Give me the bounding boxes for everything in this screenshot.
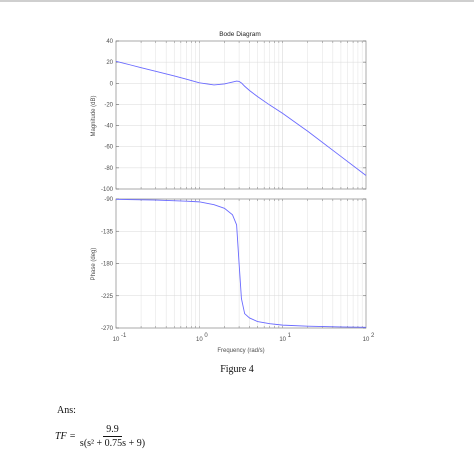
y-tick-label: -80 [104, 166, 113, 172]
y-tick-label: -270 [101, 326, 114, 332]
x-tick-exponent: 2 [371, 333, 375, 339]
y-tick-label: -60 [104, 145, 113, 151]
magnitude-grid [115, 40, 366, 190]
transfer-function-denominator: s(s² + 0.75s + 9) [79, 438, 146, 449]
transfer-function-numerator: 9.9 [103, 424, 122, 437]
transfer-function-lhs: TF = [55, 431, 76, 442]
y-tick-label: 40 [106, 39, 113, 45]
y-tick-label: -135 [101, 229, 114, 235]
y-tick-label: -40 [104, 124, 113, 130]
y-tick-label: -90 [104, 197, 113, 203]
y-tick-label: -180 [101, 262, 114, 268]
answer-label: Ans: [57, 405, 76, 416]
transfer-function-fraction: 9.9 s(s² + 0.75s + 9) [80, 424, 145, 449]
x-tick-exponent: -1 [121, 333, 127, 339]
x-tick-label: 10 [196, 337, 203, 343]
transfer-function: TF = 9.9 s(s² + 0.75s + 9) [55, 424, 145, 449]
x-tick-label: 10 [113, 337, 120, 343]
x-tick-exponent: 1 [288, 333, 292, 339]
chart-title: Bode Diagram [219, 31, 261, 38]
y-tick-label: -20 [104, 102, 113, 108]
phase-y-axis-label: Phase (deg) [91, 248, 97, 281]
magnitude-axes-frame [115, 40, 367, 190]
x-tick-label: 10 [363, 337, 370, 343]
x-tick-exponent: 0 [204, 333, 208, 339]
magnitude-y-ticks: 40 20 0 -20 -40 -60 -80 -100 [101, 39, 366, 193]
top-rule [0, 0, 474, 2]
y-tick-label: 20 [106, 60, 113, 66]
magnitude-y-axis-label: Magnitude (dB) [91, 95, 97, 136]
phase-grid [115, 198, 366, 329]
y-tick-label: 0 [110, 81, 114, 87]
x-tick-label: 10 [279, 337, 286, 343]
phase-series-line [115, 198, 367, 328]
y-tick-label: -225 [101, 294, 114, 300]
figure-caption: Figure 4 [220, 364, 254, 375]
magnitude-series-line [115, 60, 367, 176]
y-tick-label: -100 [101, 187, 114, 193]
x-axis-label: Frequency (rad/s) [217, 348, 264, 354]
